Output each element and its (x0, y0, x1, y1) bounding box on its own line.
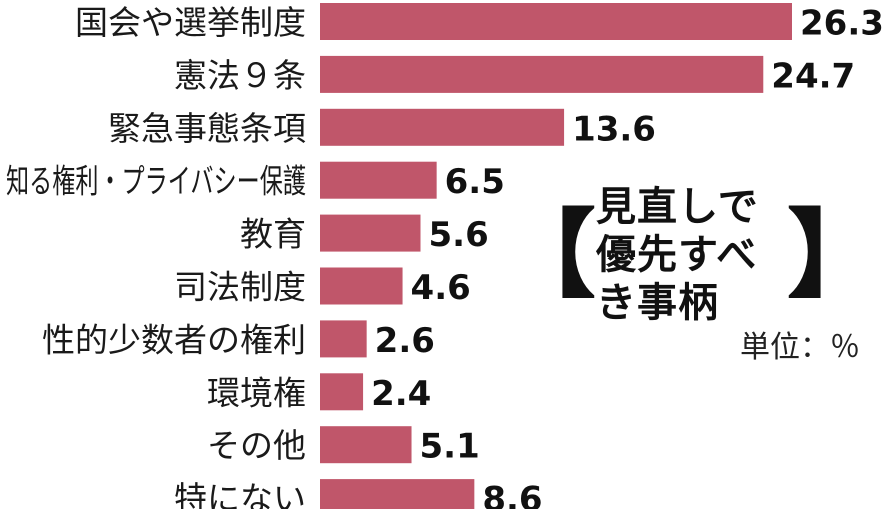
bar (320, 373, 364, 411)
bar (320, 214, 421, 252)
category-label: 知る権利・プライバシー保護 (6, 162, 306, 201)
chart-title: 【 見直しで 優先すべき事柄 】 (500, 184, 883, 326)
value-label: 6.5 (445, 162, 505, 202)
bar (320, 3, 792, 40)
title-bracket-right: 】 (787, 199, 883, 311)
category-label: 司法制度 (174, 268, 306, 307)
unit-label: 単位：％ (740, 330, 860, 365)
value-label: 24.7 (771, 56, 855, 96)
bar (320, 320, 367, 358)
value-label: 2.4 (371, 374, 431, 414)
title-bracket-left: 【 (500, 199, 596, 311)
category-label: 憲法９条 (174, 56, 306, 95)
value-label: 4.6 (411, 268, 471, 308)
category-label: 国会や選挙制度 (75, 3, 306, 42)
chart-title-line-1: 見直しで (596, 184, 759, 230)
value-label: 5.1 (420, 427, 480, 467)
chart-title-text: 見直しで 優先すべき事柄 (596, 183, 787, 327)
bar (320, 161, 437, 199)
chart-title-line-2: 優先すべき事柄 (596, 232, 758, 326)
bar (320, 108, 565, 146)
category-label: 環境権 (207, 373, 306, 412)
bar (320, 426, 412, 464)
bar (320, 55, 764, 93)
value-label: 13.6 (572, 109, 656, 149)
value-label: 5.6 (429, 215, 489, 255)
category-label: 性的少数者の権利 (42, 320, 306, 359)
category-label: その他 (207, 426, 306, 465)
bar (320, 479, 475, 509)
category-label: 教育 (240, 215, 306, 254)
value-label: 8.6 (482, 480, 542, 509)
category-label: 緊急事態条項 (108, 109, 306, 148)
value-label: 2.6 (375, 321, 435, 361)
category-label: 特にない (174, 479, 306, 509)
bar (320, 267, 403, 305)
value-label: 26.3 (800, 4, 883, 44)
